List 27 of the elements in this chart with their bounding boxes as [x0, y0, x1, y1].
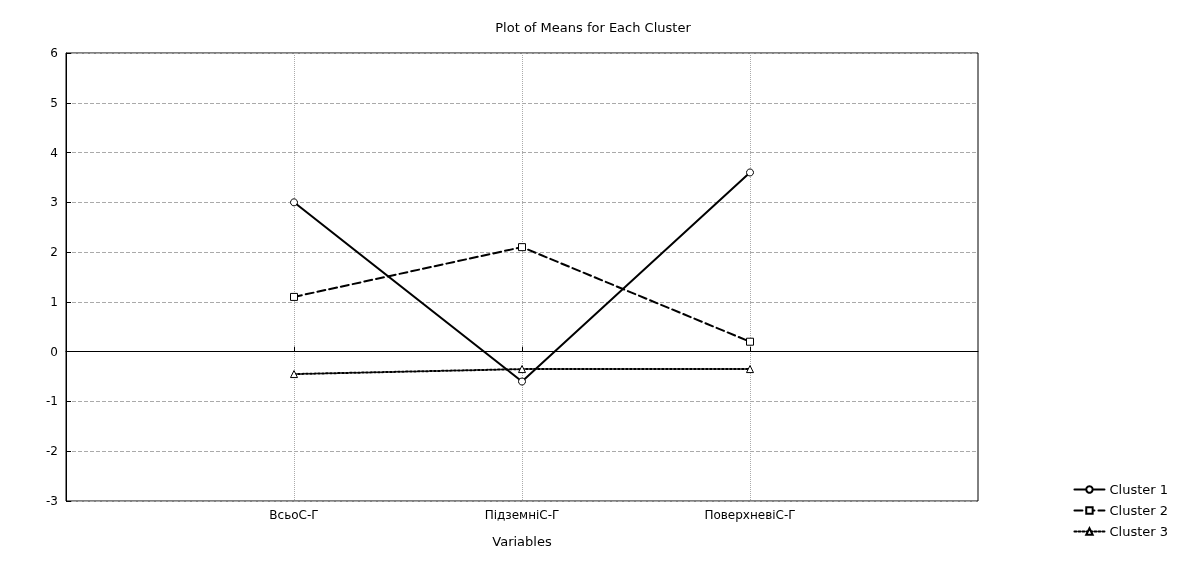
x-tick-label: ПідземніС-Г [484, 508, 560, 522]
y-tick-label: 4 [50, 145, 58, 160]
chart-title: Plot of Means for Each Cluster [495, 20, 692, 35]
point [290, 292, 298, 301]
point [290, 370, 298, 379]
point [746, 337, 754, 346]
y-tick-label: -1 [46, 394, 58, 409]
x-axis-title: Variables [492, 534, 552, 549]
point [518, 243, 526, 252]
y-tick-label: -2 [46, 444, 58, 459]
y-tick-label: 0 [50, 344, 58, 359]
legend-label: Cluster 2 [1109, 503, 1168, 518]
x-tick-label: ВсьоС-Г [269, 508, 319, 522]
point [746, 365, 754, 374]
y-tick-label: 2 [50, 245, 58, 260]
legend-label: Cluster 1 [1109, 482, 1168, 497]
point [518, 377, 526, 386]
legend-label: Cluster 3 [1109, 524, 1168, 539]
y-tick-label: 6 [50, 46, 58, 60]
x-tick-label: ПоверхневіС-Г [704, 508, 796, 522]
y-tick-label: 1 [50, 294, 58, 309]
y-tick-label: 3 [50, 195, 58, 210]
point [746, 168, 754, 177]
y-tick-label: -3 [46, 494, 58, 508]
point [518, 365, 526, 374]
point [290, 198, 298, 207]
y-tick-label: 5 [50, 95, 58, 110]
